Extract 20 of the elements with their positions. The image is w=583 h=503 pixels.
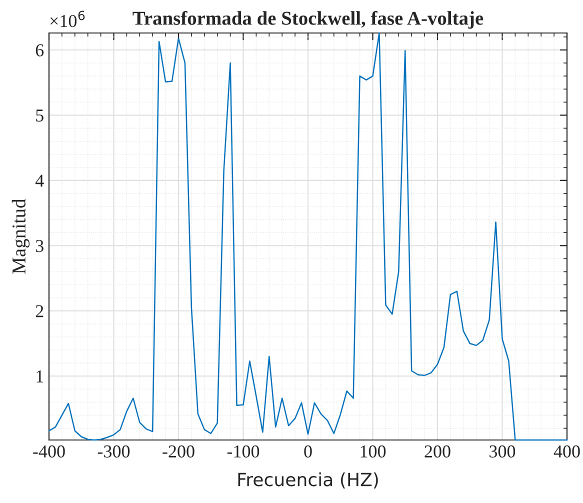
y-tick-label: 2 (36, 305, 44, 318)
x-tick-label: 300 (490, 445, 516, 458)
y-tick-label: 4 (35, 174, 44, 187)
chart-title: Transformada de Stockwell, fase A-voltaje (132, 10, 484, 29)
x-tick-label: -300 (98, 445, 130, 458)
x-axis-title: Frecuencia (HZ) (238, 472, 378, 488)
x-tick-label: -100 (227, 445, 260, 458)
x-tick-label: 0 (304, 445, 312, 458)
line-series (48, 32, 568, 441)
y-axis-title: Magnitud (12, 198, 30, 274)
y-tick-label: 6 (36, 44, 44, 56)
x-tick-label: -200 (162, 445, 194, 458)
x-tick-label: 100 (360, 445, 386, 458)
x-tick-label: 400 (554, 445, 580, 458)
x-tick-label: -400 (33, 445, 65, 458)
x-tick-label: 200 (424, 445, 450, 458)
text: ×10$^{6}$ (50, 10, 85, 28)
y-tick-label: 3 (36, 240, 44, 252)
y-tick-label: 5 (36, 110, 44, 122)
y-tick-label: 1 (36, 370, 44, 382)
